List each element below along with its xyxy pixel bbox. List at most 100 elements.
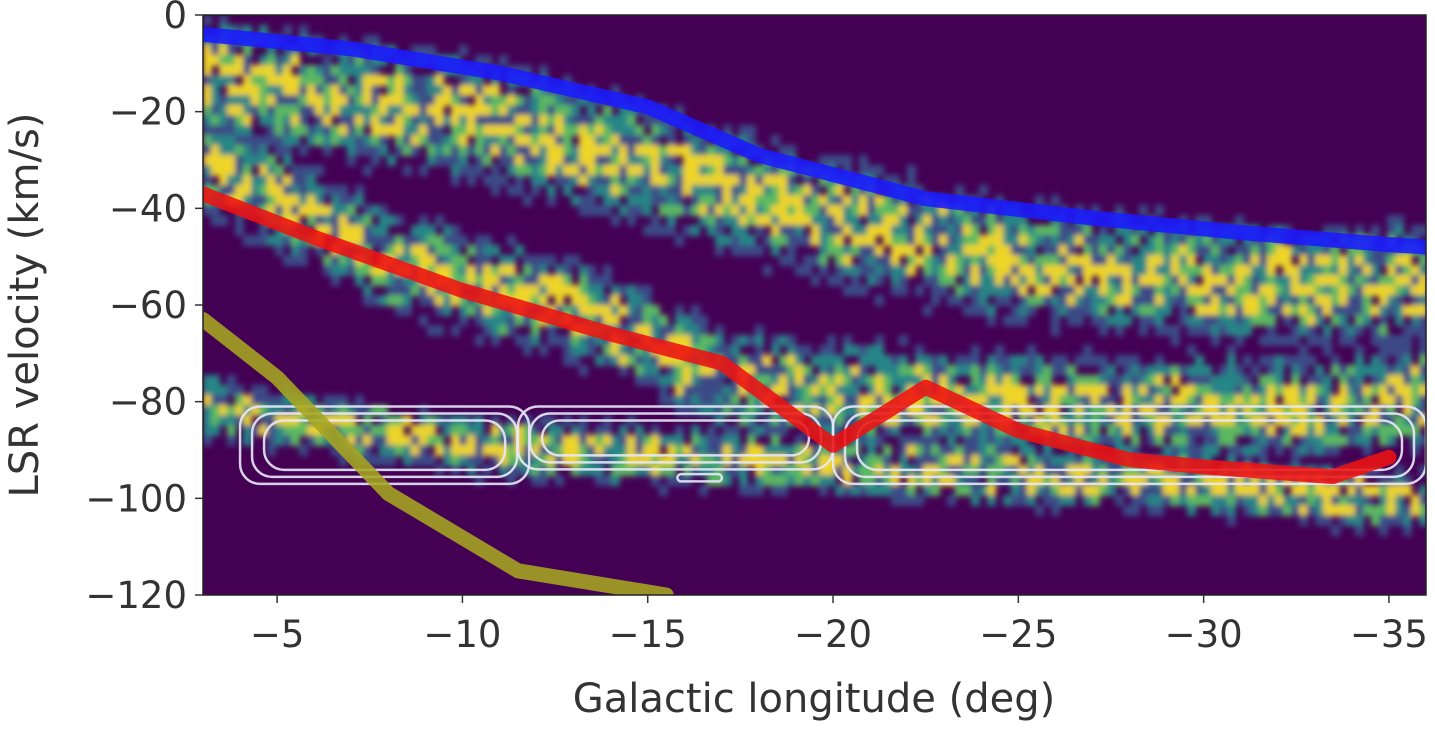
heatmap-cell: [771, 215, 780, 226]
heatmap-cell: [1275, 275, 1284, 286]
heatmap-cell: [531, 255, 540, 266]
heatmap-cell: [1139, 315, 1148, 326]
heatmap-cell: [1099, 435, 1108, 446]
heatmap-cell: [435, 285, 444, 296]
heatmap-cell: [731, 175, 740, 186]
heatmap-cell: [1075, 385, 1084, 396]
heatmap-cell: [691, 455, 700, 466]
heatmap-cell: [611, 475, 620, 486]
heatmap-cell: [1131, 365, 1140, 376]
heatmap-cell: [811, 275, 820, 286]
heatmap-cell: [219, 395, 228, 406]
heatmap-cell: [419, 455, 428, 466]
heatmap-cell: [267, 175, 276, 186]
heatmap-cell: [331, 185, 340, 196]
heatmap-cell: [467, 105, 476, 116]
heatmap-cell: [707, 405, 716, 416]
heatmap-cell: [747, 185, 756, 196]
heatmap-cell: [499, 435, 508, 446]
heatmap-cell: [1139, 325, 1148, 336]
heatmap-cell: [499, 445, 508, 456]
heatmap-cell: [1003, 395, 1012, 406]
heatmap-cell: [651, 475, 660, 486]
heatmap-cell: [411, 225, 420, 236]
heatmap-cell: [771, 485, 780, 496]
heatmap-cell: [379, 75, 388, 86]
heatmap-cell: [427, 75, 436, 86]
heatmap-cell: [947, 225, 956, 236]
heatmap-cell: [267, 45, 276, 56]
heatmap-cell: [387, 285, 396, 296]
heatmap-cell: [443, 455, 452, 466]
heatmap-cell: [347, 235, 356, 246]
heatmap-cell: [1187, 505, 1196, 516]
heatmap-cell: [379, 125, 388, 136]
heatmap-cell: [987, 365, 996, 376]
heatmap-cell: [995, 275, 1004, 286]
heatmap-cell: [1235, 475, 1244, 486]
heatmap-cell: [419, 225, 428, 236]
heatmap-cell: [1355, 345, 1364, 356]
heatmap-cell: [691, 195, 700, 206]
heatmap-cell: [1211, 245, 1220, 256]
heatmap-cell: [715, 245, 724, 256]
heatmap-cell: [1171, 425, 1180, 436]
heatmap-cell: [291, 245, 300, 256]
heatmap-cell: [851, 185, 860, 196]
heatmap-cell: [1307, 425, 1316, 436]
heatmap-cell: [1203, 375, 1212, 386]
heatmap-cell: [1387, 365, 1396, 376]
heatmap-cell: [667, 375, 676, 386]
heatmap-cell: [1139, 305, 1148, 316]
heatmap-cell: [435, 75, 444, 86]
heatmap-cell: [827, 235, 836, 246]
heatmap-cell: [867, 245, 876, 256]
heatmap-cell: [707, 175, 716, 186]
heatmap-cell: [995, 355, 1004, 366]
heatmap-cell: [931, 365, 940, 376]
heatmap-cell: [299, 205, 308, 216]
heatmap-cell: [715, 405, 724, 416]
heatmap-cell: [891, 365, 900, 376]
heatmap-cell: [403, 235, 412, 246]
heatmap-cell: [963, 365, 972, 376]
heatmap-cell: [683, 445, 692, 456]
heatmap-cell: [1299, 275, 1308, 286]
heatmap-cell: [643, 195, 652, 206]
heatmap-cell: [731, 155, 740, 166]
heatmap-cell: [1403, 405, 1412, 416]
heatmap-cell: [923, 275, 932, 286]
heatmap-cell: [1131, 375, 1140, 386]
heatmap-cell: [235, 175, 244, 186]
heatmap-cell: [683, 365, 692, 376]
heatmap-cell: [755, 355, 764, 366]
heatmap-cell: [1307, 385, 1316, 396]
heatmap-cell: [1019, 495, 1028, 506]
heatmap-cell: [1267, 255, 1276, 266]
heatmap-cell: [771, 225, 780, 236]
heatmap-cell: [1419, 305, 1426, 316]
heatmap-cell: [1419, 335, 1426, 346]
heatmap-cell: [371, 35, 380, 46]
heatmap-cell: [939, 205, 948, 216]
heatmap-cell: [691, 445, 700, 456]
heatmap-cell: [779, 425, 788, 436]
heatmap-cell: [459, 425, 468, 436]
heatmap-cell: [451, 115, 460, 126]
heatmap-cell: [795, 405, 804, 416]
heatmap-cell: [1155, 325, 1164, 336]
heatmap-cell: [1211, 335, 1220, 346]
heatmap-cell: [515, 95, 524, 106]
heatmap-cell: [1219, 485, 1228, 496]
heatmap-cell: [819, 415, 828, 426]
heatmap-cell: [627, 355, 636, 366]
heatmap-cell: [1099, 315, 1108, 326]
heatmap-cell: [1259, 335, 1268, 346]
heatmap-cell: [203, 145, 212, 156]
heatmap-cell: [675, 395, 684, 406]
heatmap-cell: [219, 105, 228, 116]
heatmap-cell: [875, 165, 884, 176]
heatmap-cell: [211, 45, 220, 56]
heatmap-cell: [515, 155, 524, 166]
heatmap-cell: [475, 75, 484, 86]
